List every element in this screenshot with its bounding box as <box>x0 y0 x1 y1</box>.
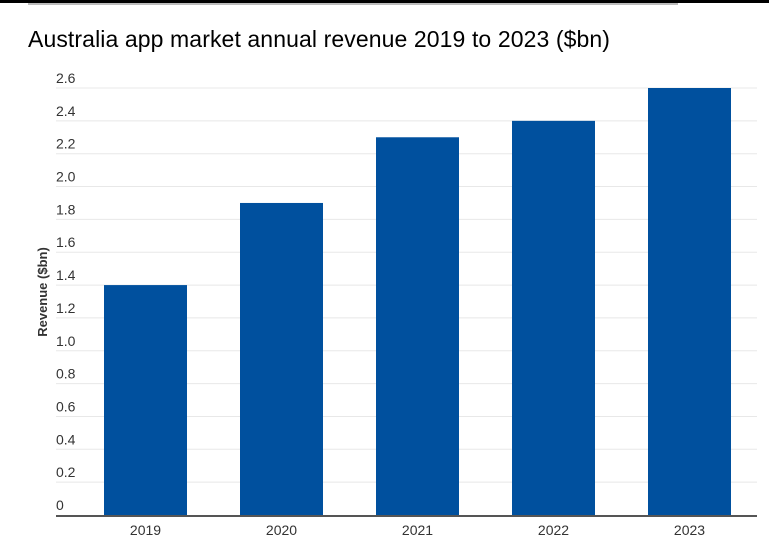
y-tick-label: 2.6 <box>56 70 76 86</box>
x-tick-label: 2021 <box>402 522 433 538</box>
y-tick-label: 2.2 <box>56 136 76 152</box>
bar-2021 <box>376 137 459 515</box>
bar-2020 <box>240 202 323 515</box>
y-tick-label: 2.4 <box>56 103 76 119</box>
bar-2023 <box>648 88 731 515</box>
chart-title: Australia app market annual revenue 2019… <box>28 26 611 52</box>
top-divider <box>28 3 678 5</box>
y-tick-label: 0.2 <box>56 464 76 480</box>
y-tick-label: 1.8 <box>56 201 76 217</box>
x-tick-label: 2022 <box>538 522 569 538</box>
y-axis-label: Revenue ($bn) <box>35 247 50 337</box>
x-tick-label: 2020 <box>266 522 297 538</box>
y-tick-label: 1.2 <box>56 300 76 316</box>
y-tick-label: 0.6 <box>56 398 76 414</box>
y-tick-label: 0.8 <box>56 366 76 382</box>
top-border <box>0 0 769 3</box>
x-tick-label: 2023 <box>674 522 705 538</box>
x-tick-label: 2019 <box>130 522 161 538</box>
y-tick-label: 2.0 <box>56 169 76 185</box>
bar-2022 <box>512 120 595 515</box>
bar-2019 <box>104 285 187 515</box>
y-tick-label: 0 <box>56 497 64 513</box>
y-tick-label: 1.4 <box>56 267 76 283</box>
y-tick-label: 0.4 <box>56 431 76 447</box>
y-tick-label: 1.6 <box>56 234 76 250</box>
y-tick-label: 1.0 <box>56 333 76 349</box>
